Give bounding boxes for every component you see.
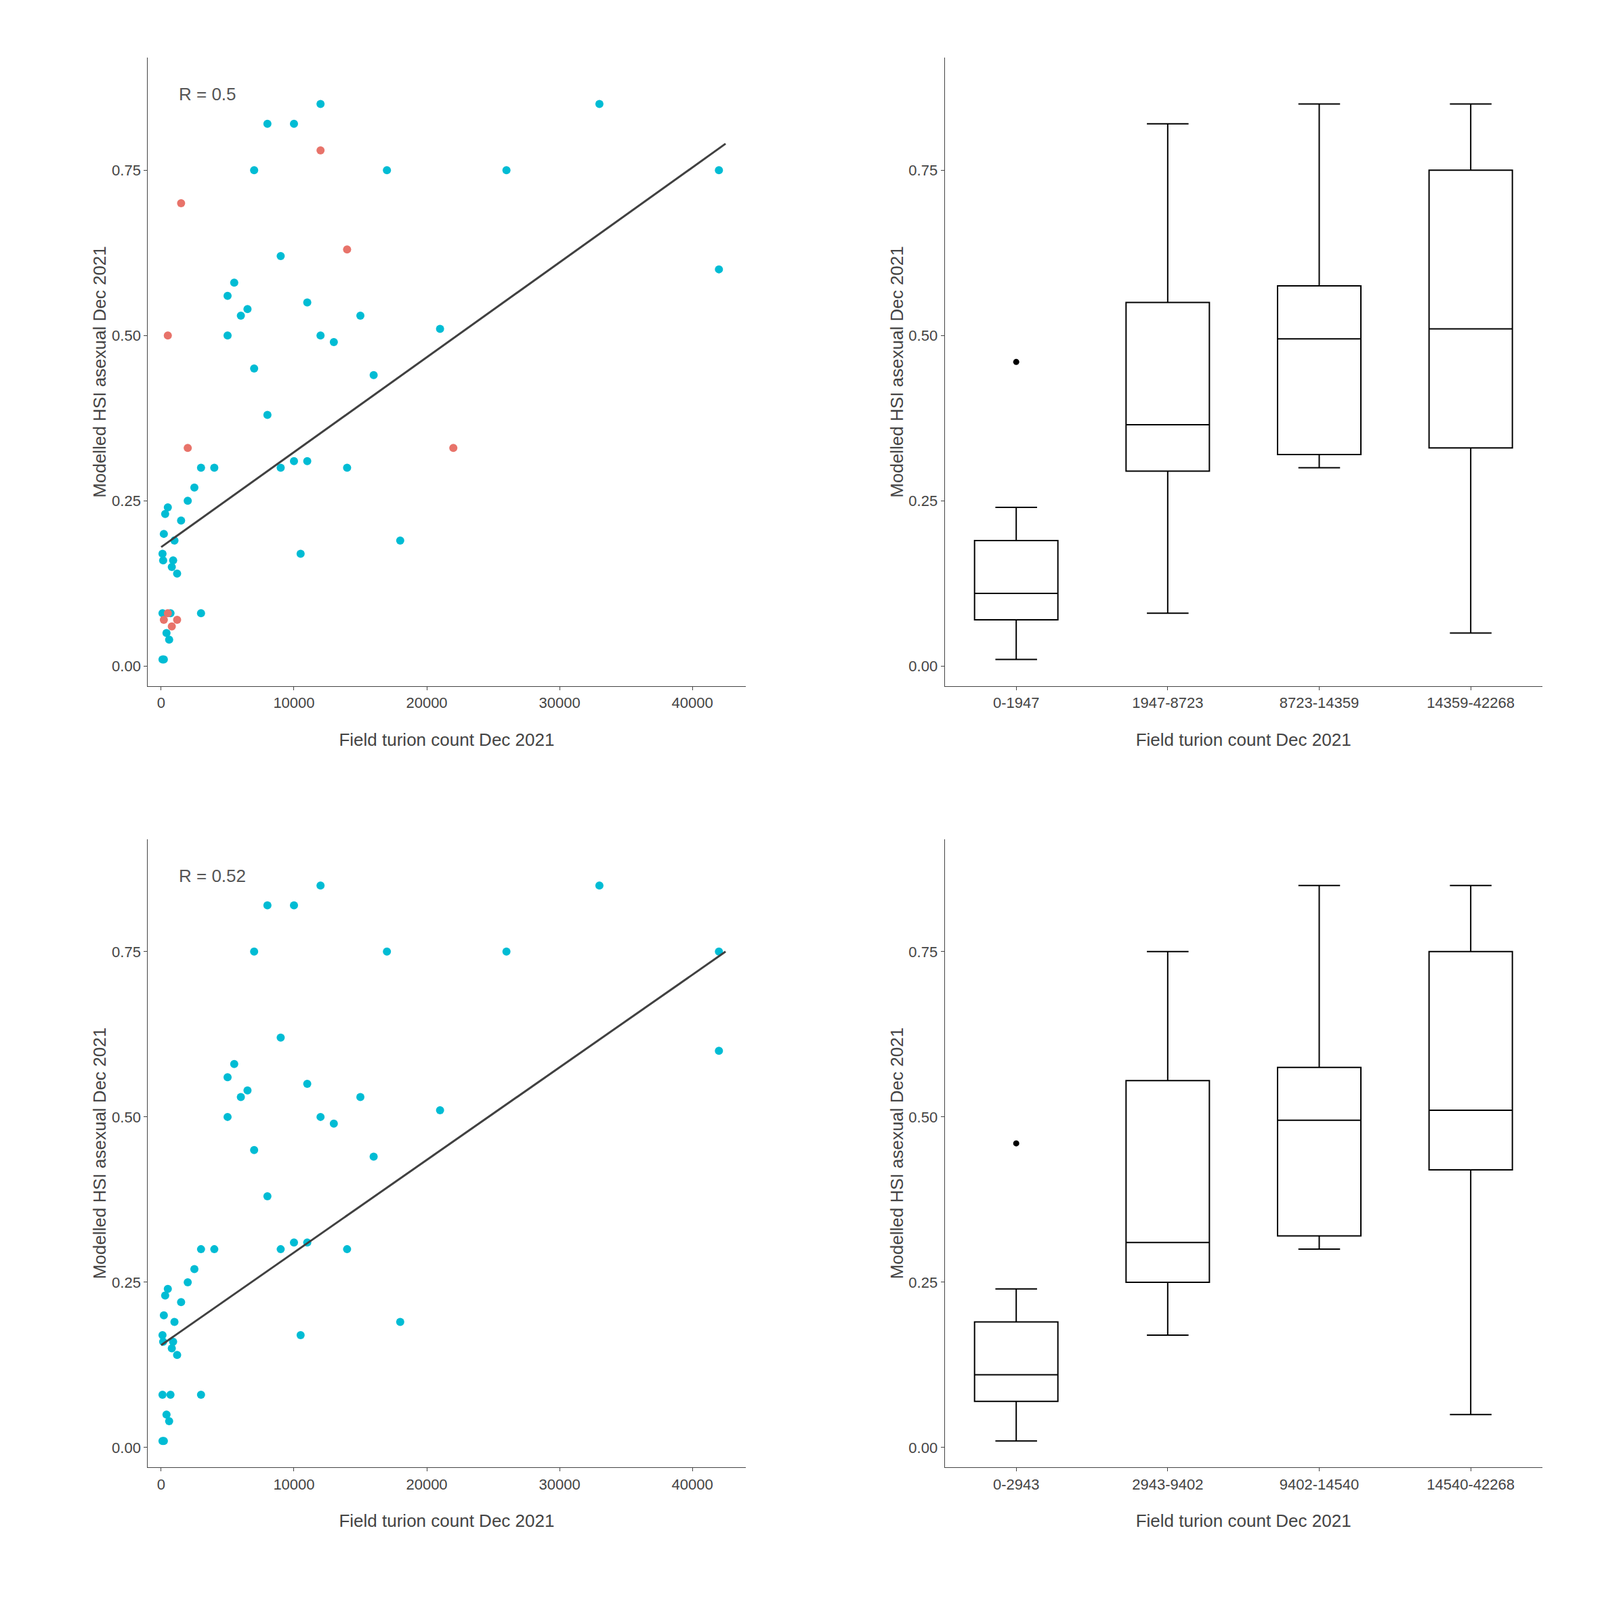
svg-text:40000: 40000 bbox=[671, 1476, 714, 1493]
svg-text:Field turion count Dec 2021: Field turion count Dec 2021 bbox=[338, 729, 555, 750]
svg-text:8723-14359: 8723-14359 bbox=[1279, 694, 1359, 712]
svg-text:Modelled HSI asexual Dec 2021: Modelled HSI asexual Dec 2021 bbox=[886, 245, 908, 498]
svg-text:0-1947: 0-1947 bbox=[993, 694, 1040, 712]
svg-text:0.50: 0.50 bbox=[908, 1108, 938, 1126]
svg-text:Field turion count Dec 2021: Field turion count Dec 2021 bbox=[1135, 729, 1352, 750]
svg-text:0.50: 0.50 bbox=[908, 327, 938, 345]
svg-text:R = 0.52: R = 0.52 bbox=[178, 865, 246, 887]
svg-text:10000: 10000 bbox=[272, 694, 315, 712]
svg-text:Modelled HSI asexual Dec 2021: Modelled HSI asexual Dec 2021 bbox=[89, 1027, 110, 1279]
svg-text:0.00: 0.00 bbox=[908, 1439, 938, 1457]
svg-text:0.25: 0.25 bbox=[111, 1274, 141, 1292]
svg-text:20000: 20000 bbox=[405, 694, 448, 712]
svg-text:0.75: 0.75 bbox=[908, 161, 938, 179]
svg-text:0-2943: 0-2943 bbox=[993, 1476, 1040, 1493]
svg-text:R = 0.5: R = 0.5 bbox=[178, 83, 237, 105]
svg-text:0.75: 0.75 bbox=[908, 943, 938, 961]
svg-text:2943-9402: 2943-9402 bbox=[1131, 1476, 1204, 1493]
svg-text:20000: 20000 bbox=[405, 1476, 448, 1493]
svg-text:Field turion count Dec 2021: Field turion count Dec 2021 bbox=[1135, 1510, 1352, 1531]
svg-text:0: 0 bbox=[157, 1476, 166, 1493]
svg-text:14359-42268: 14359-42268 bbox=[1426, 694, 1515, 712]
svg-text:10000: 10000 bbox=[272, 1476, 315, 1493]
svg-text:0.75: 0.75 bbox=[111, 161, 141, 179]
svg-text:0.00: 0.00 bbox=[111, 657, 141, 675]
svg-text:1947-8723: 1947-8723 bbox=[1131, 694, 1204, 712]
svg-text:0.00: 0.00 bbox=[908, 657, 938, 675]
svg-text:0.25: 0.25 bbox=[908, 492, 938, 510]
svg-text:0.50: 0.50 bbox=[111, 1108, 141, 1126]
svg-text:0: 0 bbox=[157, 694, 166, 712]
svg-text:0.25: 0.25 bbox=[908, 1274, 938, 1292]
svg-text:Modelled HSI asexual Dec 2021: Modelled HSI asexual Dec 2021 bbox=[886, 1027, 908, 1279]
svg-text:30000: 30000 bbox=[538, 1476, 580, 1493]
svg-text:0.00: 0.00 bbox=[111, 1439, 141, 1457]
svg-text:Field turion count Dec 2021: Field turion count Dec 2021 bbox=[338, 1510, 555, 1531]
svg-text:0.50: 0.50 bbox=[111, 327, 141, 345]
svg-text:9402-14540: 9402-14540 bbox=[1279, 1476, 1359, 1493]
svg-text:0.75: 0.75 bbox=[111, 943, 141, 961]
svg-text:0.25: 0.25 bbox=[111, 492, 141, 510]
svg-text:Modelled HSI asexual Dec 2021: Modelled HSI asexual Dec 2021 bbox=[89, 245, 110, 498]
svg-text:14540-42268: 14540-42268 bbox=[1426, 1476, 1515, 1493]
svg-text:30000: 30000 bbox=[538, 694, 580, 712]
svg-text:40000: 40000 bbox=[671, 694, 714, 712]
